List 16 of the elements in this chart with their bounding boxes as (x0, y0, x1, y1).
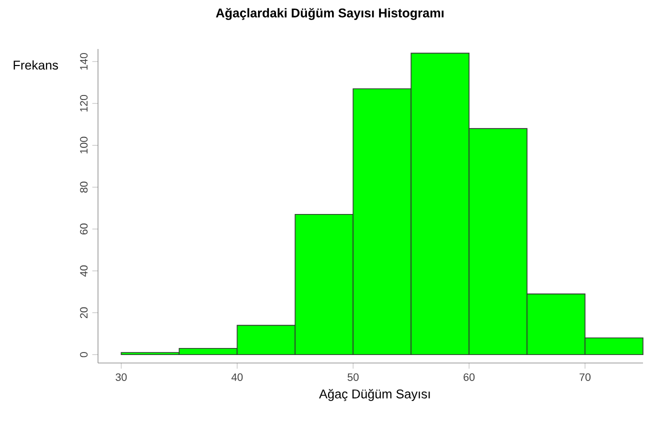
y-tick-label: 100 (80, 136, 88, 154)
x-tick-label: 40 (231, 373, 243, 381)
x-tick-label: 60 (464, 373, 475, 381)
y-tick-label: 60 (80, 224, 88, 234)
y-tick-label: 120 (80, 94, 88, 112)
chart-title: Ağaçlardaki Düğüm Sayısı Histogramı (216, 8, 444, 20)
y-tick-label: 20 (80, 307, 88, 318)
x-axis-title: Ağaç Düğüm Sayısı (319, 388, 430, 402)
x-tick-label: 70 (580, 373, 591, 381)
y-tick-label: 0 (80, 352, 88, 358)
x-tick-label: 50 (348, 373, 359, 381)
y-tick-label: 80 (80, 182, 88, 193)
y-axis-title: Frekans (14, 60, 58, 70)
y-tick-label: 140 (80, 53, 88, 70)
y-tick-label: 40 (80, 265, 88, 277)
x-tick-label: 30 (116, 373, 127, 381)
